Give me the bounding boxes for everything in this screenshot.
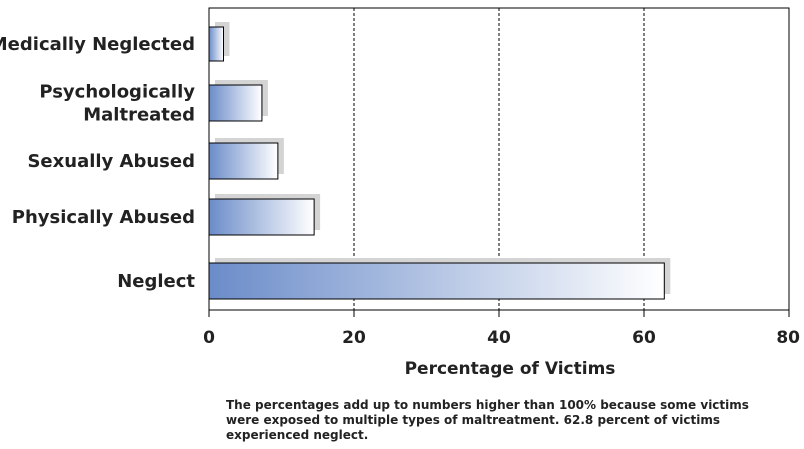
tick-label: 40 — [487, 328, 511, 348]
bar — [208, 198, 315, 236]
category-label: Neglect — [117, 271, 195, 292]
x-axis-ticks: 0 20 40 60 80 — [203, 310, 800, 348]
category-label: Psychologically — [39, 82, 195, 103]
category-labels: Medically Neglected PsychologicallyMaltre… — [0, 34, 195, 292]
category-label: Medically Neglected — [0, 34, 195, 55]
category-label: Maltreated — [83, 105, 195, 126]
tick-label: 20 — [342, 328, 366, 348]
x-axis-title: Percentage of Victims — [405, 359, 616, 379]
bar — [208, 26, 224, 62]
bar — [208, 84, 263, 122]
bar — [208, 142, 279, 180]
footnote: The percentages add up to numbers higher… — [226, 398, 749, 442]
tick-label: 80 — [776, 328, 800, 348]
tick-label: 0 — [203, 328, 215, 348]
category-label: Physically Abused — [12, 207, 195, 228]
bars — [208, 22, 671, 300]
bar — [208, 262, 665, 300]
category-label: Sexually Abused — [27, 151, 195, 172]
bar-chart: Medically Neglected PsychologicallyMaltre… — [0, 7, 800, 379]
tick-label: 60 — [632, 328, 656, 348]
